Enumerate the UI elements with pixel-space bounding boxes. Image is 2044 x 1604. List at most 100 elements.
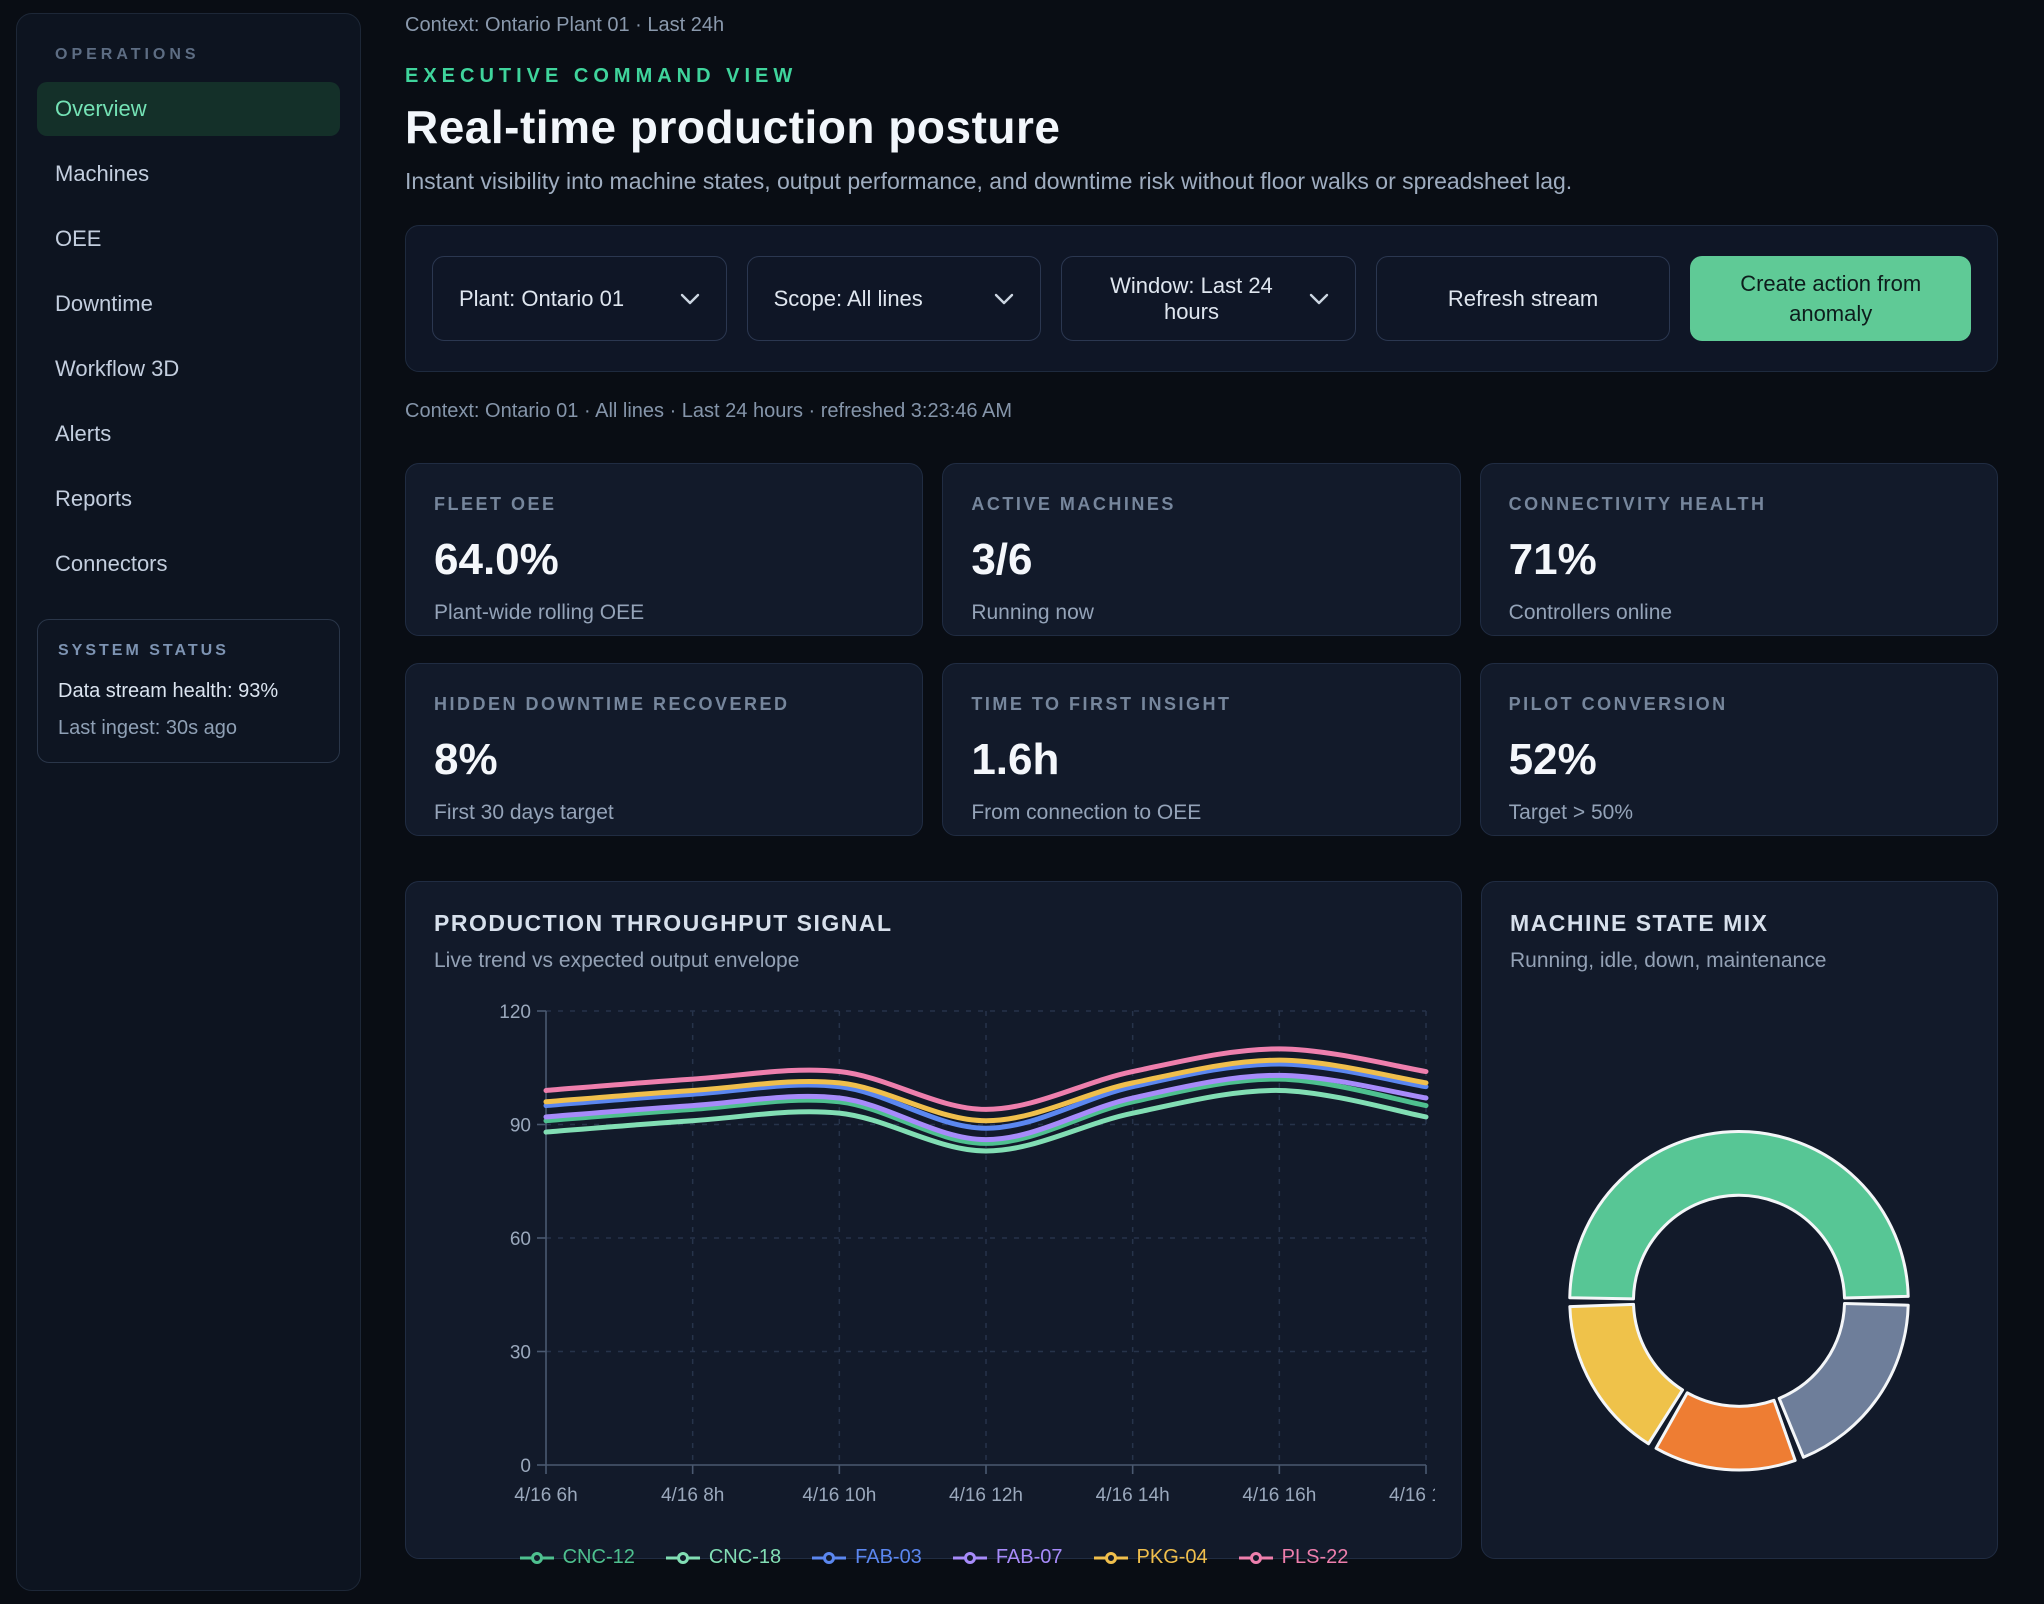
- svg-text:4/16 12h: 4/16 12h: [949, 1485, 1023, 1506]
- kpi-subtext: Plant-wide rolling OEE: [434, 601, 894, 625]
- kpi-card-hidden-downtime: HIDDEN DOWNTIME RECOVERED 8% First 30 da…: [405, 663, 923, 836]
- legend-label: CNC-12: [563, 1546, 635, 1569]
- context-status-line: Context: Ontario 01 · All lines · Last 2…: [405, 400, 1998, 423]
- legend-item-PKG-04: PKG-04: [1093, 1546, 1208, 1569]
- kpi-label: PILOT CONVERSION: [1509, 694, 1969, 715]
- legend-label: FAB-07: [996, 1546, 1063, 1569]
- kpi-label: TIME TO FIRST INSIGHT: [971, 694, 1431, 715]
- state-mix-card: MACHINE STATE MIX Running, idle, down, m…: [1481, 881, 1998, 1559]
- eyebrow-label: EXECUTIVE COMMAND VIEW: [405, 65, 1998, 88]
- svg-text:120: 120: [499, 1002, 531, 1023]
- kpi-subtext: Controllers online: [1509, 601, 1969, 625]
- throughput-line-chart: 0 30 60 90 120 4/16 6h 4/16 8h 4/16 10h 4/16 12h…: [434, 995, 1433, 1540]
- kpi-subtext: Target > 50%: [1509, 801, 1969, 825]
- kpi-card-active-machines: ACTIVE MACHINES 3/6 Running now: [942, 463, 1460, 636]
- state-mix-donut-chart: [1510, 979, 1969, 1519]
- svg-text:0: 0: [520, 1456, 531, 1477]
- kpi-subtext: First 30 days target: [434, 801, 894, 825]
- filter-toolbar: Plant: Ontario 01 Scope: All lines Windo…: [405, 225, 1998, 372]
- throughput-chart-title: PRODUCTION THROUGHPUT SIGNAL: [434, 910, 1433, 937]
- throughput-chart-subtitle: Live trend vs expected output envelope: [434, 949, 1433, 973]
- legend-line-icon: [1093, 1551, 1129, 1565]
- legend-label: FAB-03: [855, 1546, 922, 1569]
- state-mix-subtitle: Running, idle, down, maintenance: [1510, 949, 1969, 973]
- kpi-value: 71%: [1509, 535, 1969, 585]
- kpi-subtext: From connection to OEE: [971, 801, 1431, 825]
- kpi-label: ACTIVE MACHINES: [971, 494, 1431, 515]
- sidebar: OPERATIONS Overview Machines OEE Downtim…: [16, 13, 361, 1591]
- svg-text:90: 90: [510, 1116, 531, 1137]
- kpi-value: 1.6h: [971, 735, 1431, 785]
- sidebar-section-label: OPERATIONS: [55, 46, 340, 64]
- legend-line-icon: [519, 1551, 555, 1565]
- kpi-value: 64.0%: [434, 535, 894, 585]
- kpi-value: 3/6: [971, 535, 1431, 585]
- sidebar-item-overview[interactable]: Overview: [37, 82, 340, 136]
- state-mix-title: MACHINE STATE MIX: [1510, 910, 1969, 937]
- data-stream-health: Data stream health: 93%: [58, 680, 319, 703]
- kpi-card-connectivity-health: CONNECTIVITY HEALTH 71% Controllers onli…: [1480, 463, 1998, 636]
- throughput-chart-svg: 0 30 60 90 120 4/16 6h 4/16 8h 4/16 10h 4/16 12h…: [434, 995, 1435, 1535]
- legend-line-icon: [665, 1551, 701, 1565]
- donut-segment-down: [1656, 1393, 1795, 1470]
- svg-text:4/16 10h: 4/16 10h: [802, 1485, 876, 1506]
- kpi-card-time-to-insight: TIME TO FIRST INSIGHT 1.6h From connecti…: [942, 663, 1460, 836]
- charts-row: PRODUCTION THROUGHPUT SIGNAL Live trend …: [405, 881, 1998, 1559]
- svg-text:4/16 8h: 4/16 8h: [661, 1485, 724, 1506]
- scope-select[interactable]: Scope: All lines: [747, 256, 1042, 341]
- refresh-stream-button[interactable]: Refresh stream: [1376, 256, 1671, 341]
- window-select-value: Window: Last 24 hours: [1088, 273, 1295, 325]
- kpi-label: CONNECTIVITY HEALTH: [1509, 494, 1969, 515]
- legend-label: CNC-18: [709, 1546, 781, 1569]
- svg-text:30: 30: [510, 1343, 531, 1364]
- legend-line-icon: [1238, 1551, 1274, 1565]
- sidebar-item-reports[interactable]: Reports: [37, 472, 340, 526]
- legend-line-icon: [952, 1551, 988, 1565]
- kpi-label: FLEET OEE: [434, 494, 894, 515]
- chevron-down-icon: [680, 293, 700, 305]
- kpi-grid: FLEET OEE 64.0% Plant-wide rolling OEE A…: [405, 463, 1998, 836]
- plant-select-value: Plant: Ontario 01: [459, 286, 624, 312]
- kpi-label: HIDDEN DOWNTIME RECOVERED: [434, 694, 894, 715]
- legend-item-PLS-22: PLS-22: [1238, 1546, 1349, 1569]
- legend-item-FAB-03: FAB-03: [811, 1546, 922, 1569]
- svg-text:4/16 6h: 4/16 6h: [514, 1485, 577, 1506]
- svg-text:4/16 16h: 4/16 16h: [1242, 1485, 1316, 1506]
- legend-item-CNC-12: CNC-12: [519, 1546, 635, 1569]
- sidebar-item-downtime[interactable]: Downtime: [37, 277, 340, 331]
- legend-line-icon: [811, 1551, 847, 1565]
- page-title: Real-time production posture: [405, 100, 1998, 154]
- kpi-value: 52%: [1509, 735, 1969, 785]
- throughput-chart-legend: CNC-12 CNC-18 FAB-03 FAB-07 PKG-04 PLS-22: [434, 1546, 1433, 1569]
- sidebar-item-machines[interactable]: Machines: [37, 147, 340, 201]
- throughput-chart-card: PRODUCTION THROUGHPUT SIGNAL Live trend …: [405, 881, 1462, 1559]
- sidebar-item-connectors[interactable]: Connectors: [37, 537, 340, 591]
- last-ingest: Last ingest: 30s ago: [58, 717, 319, 740]
- legend-item-CNC-18: CNC-18: [665, 1546, 781, 1569]
- app: { "sidebar": { "section_label": "OPERATI…: [0, 0, 2044, 1604]
- sidebar-item-workflow-3d[interactable]: Workflow 3D: [37, 342, 340, 396]
- svg-text:4/16 18h: 4/16 18h: [1389, 1485, 1435, 1506]
- legend-label: PKG-04: [1137, 1546, 1208, 1569]
- sidebar-item-oee[interactable]: OEE: [37, 212, 340, 266]
- chevron-down-icon: [1309, 293, 1329, 305]
- donut-segment-idle: [1570, 1304, 1683, 1443]
- donut-segment-maintenance: [1779, 1304, 1908, 1458]
- create-action-button[interactable]: Create action from anomaly: [1690, 256, 1971, 341]
- system-status-card: SYSTEM STATUS Data stream health: 93% La…: [37, 619, 340, 763]
- sidebar-item-alerts[interactable]: Alerts: [37, 407, 340, 461]
- main-content: Context: Ontario Plant 01 · Last 24h EXE…: [405, 0, 1998, 1559]
- window-select[interactable]: Window: Last 24 hours: [1061, 256, 1356, 341]
- chevron-down-icon: [994, 293, 1014, 305]
- scope-select-value: Scope: All lines: [774, 286, 923, 312]
- kpi-card-fleet-oee: FLEET OEE 64.0% Plant-wide rolling OEE: [405, 463, 923, 636]
- kpi-value: 8%: [434, 735, 894, 785]
- svg-text:60: 60: [510, 1229, 531, 1250]
- donut-segment-running: [1570, 1132, 1908, 1299]
- system-status-label: SYSTEM STATUS: [58, 642, 319, 660]
- plant-select[interactable]: Plant: Ontario 01: [432, 256, 727, 341]
- svg-text:4/16 14h: 4/16 14h: [1096, 1485, 1170, 1506]
- legend-label: PLS-22: [1282, 1546, 1349, 1569]
- kpi-card-pilot-conversion: PILOT CONVERSION 52% Target > 50%: [1480, 663, 1998, 836]
- kpi-subtext: Running now: [971, 601, 1431, 625]
